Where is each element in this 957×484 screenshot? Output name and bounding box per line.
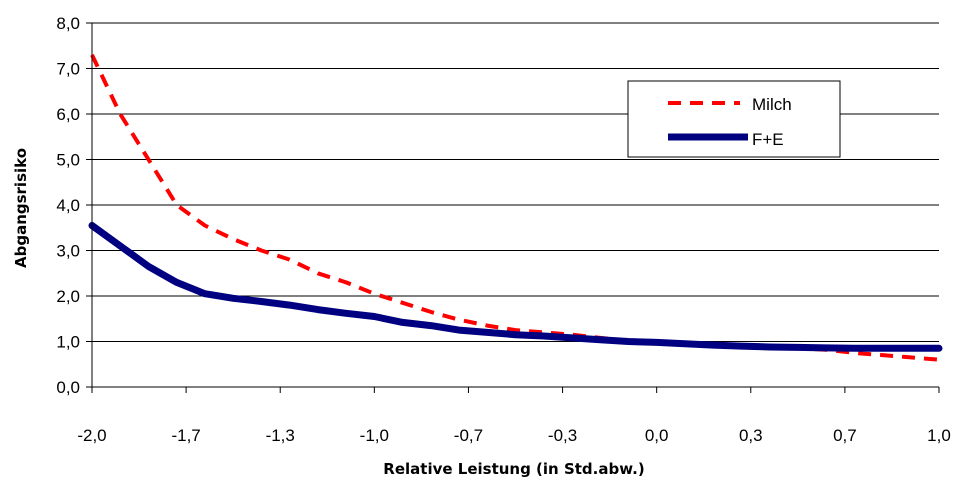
y-tick-label: 2,0: [56, 287, 80, 306]
series-line-f-e: [88, 222, 943, 352]
y-tick-label: 5,0: [56, 151, 80, 170]
x-axis-title: Relative Leistung (in Std.abw.): [383, 460, 644, 478]
x-tick-label: -0,7: [454, 426, 483, 445]
y-tick-label: 4,0: [56, 196, 80, 215]
x-tick-label: -1,3: [266, 426, 295, 445]
y-tick-label: 6,0: [56, 105, 80, 124]
x-tick-label: -1,0: [360, 426, 389, 445]
axes: [86, 22, 940, 393]
series-lines: [88, 54, 943, 362]
x-tick-label: 1,0: [927, 426, 951, 445]
y-tick-label: 7,0: [56, 60, 80, 79]
legend-label-fe: F+E: [752, 130, 784, 149]
tick-labels: 0,0 1,0 2,0 3,0 4,0 5,0 6,0 7,0 8,0 -2,0 -1,7 -1,3 -…: [56, 14, 950, 445]
y-tick-label: 3,0: [56, 242, 80, 261]
x-tick-label: -2,0: [77, 426, 106, 445]
legend: Milch F+E: [627, 80, 841, 158]
x-tick-label: 0,7: [833, 426, 857, 445]
x-tick-label: 0,0: [645, 426, 669, 445]
y-tick-label: 0,0: [56, 378, 80, 397]
legend-label-milch: Milch: [752, 95, 792, 114]
x-tick-label: 0,3: [739, 426, 763, 445]
y-tick-label: 1,0: [56, 333, 80, 352]
y-axis-title: Abgangsrisiko: [12, 148, 30, 268]
y-tick-label: 8,0: [56, 14, 80, 33]
x-tick-label: -1,7: [171, 426, 200, 445]
legend-box: [627, 80, 841, 158]
x-tick-label: -0,3: [548, 426, 577, 445]
